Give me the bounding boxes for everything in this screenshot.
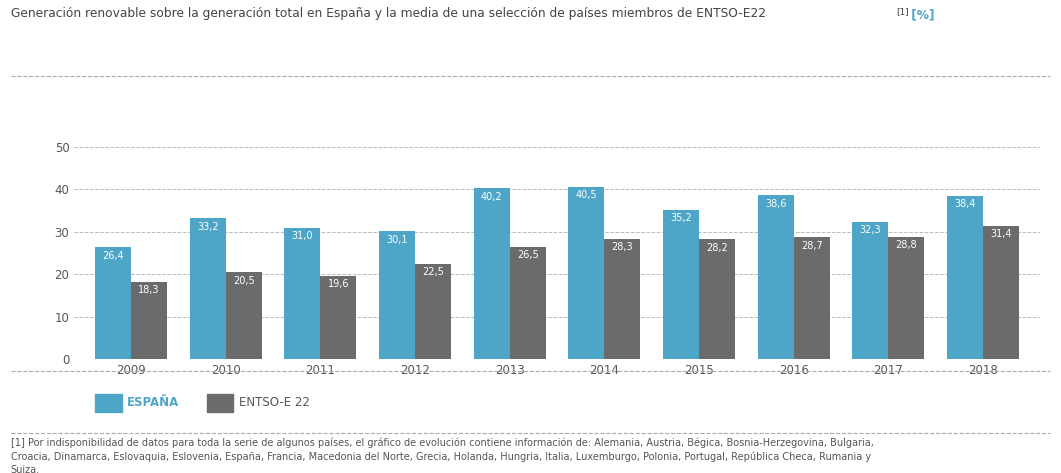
Text: 19,6: 19,6 xyxy=(328,280,349,289)
Bar xyxy=(605,239,641,359)
Text: 33,2: 33,2 xyxy=(197,221,219,232)
Text: 18,3: 18,3 xyxy=(138,285,160,295)
Text: 28,2: 28,2 xyxy=(707,243,728,253)
Text: 30,1: 30,1 xyxy=(386,235,407,245)
Text: 40,2: 40,2 xyxy=(481,192,503,202)
Text: 22,5: 22,5 xyxy=(422,267,443,277)
Bar xyxy=(699,239,735,359)
Text: Generación renovable sobre la generación total en España y la media de una selec: Generación renovable sobre la generación… xyxy=(11,7,766,20)
Text: 38,6: 38,6 xyxy=(765,199,786,209)
Text: 38,4: 38,4 xyxy=(954,200,976,210)
Text: [1] Por indisponibilidad de datos para toda la serie de algunos países, el gráfi: [1] Por indisponibilidad de datos para t… xyxy=(11,438,873,473)
Text: 31,0: 31,0 xyxy=(292,231,313,241)
Text: 28,7: 28,7 xyxy=(801,241,822,251)
Text: 28,8: 28,8 xyxy=(895,240,917,250)
Bar xyxy=(947,196,982,359)
Text: 35,2: 35,2 xyxy=(671,213,692,223)
Bar xyxy=(473,188,509,359)
Bar xyxy=(569,187,605,359)
Text: 32,3: 32,3 xyxy=(859,226,881,236)
Text: 40,5: 40,5 xyxy=(575,191,597,201)
Bar xyxy=(226,272,262,359)
Bar xyxy=(509,247,545,359)
Bar xyxy=(132,281,167,359)
Bar xyxy=(758,195,794,359)
Bar xyxy=(663,210,699,359)
Bar xyxy=(379,231,415,359)
Bar xyxy=(794,237,830,359)
Bar xyxy=(95,247,132,359)
Text: [1]: [1] xyxy=(897,7,909,16)
Text: ESPAÑA: ESPAÑA xyxy=(127,396,179,410)
Bar xyxy=(888,237,924,359)
Bar xyxy=(320,276,356,359)
Text: [%]: [%] xyxy=(907,9,935,21)
Text: 26,4: 26,4 xyxy=(102,251,124,261)
Text: 26,5: 26,5 xyxy=(517,250,539,260)
Text: 31,4: 31,4 xyxy=(990,229,1012,239)
Bar xyxy=(415,264,451,359)
Text: ENTSO-E 22: ENTSO-E 22 xyxy=(239,396,310,410)
Text: 20,5: 20,5 xyxy=(232,276,255,286)
Text: 28,3: 28,3 xyxy=(611,242,633,253)
Bar xyxy=(982,226,1019,359)
Bar xyxy=(284,228,320,359)
Bar xyxy=(190,218,226,359)
Bar xyxy=(852,222,888,359)
